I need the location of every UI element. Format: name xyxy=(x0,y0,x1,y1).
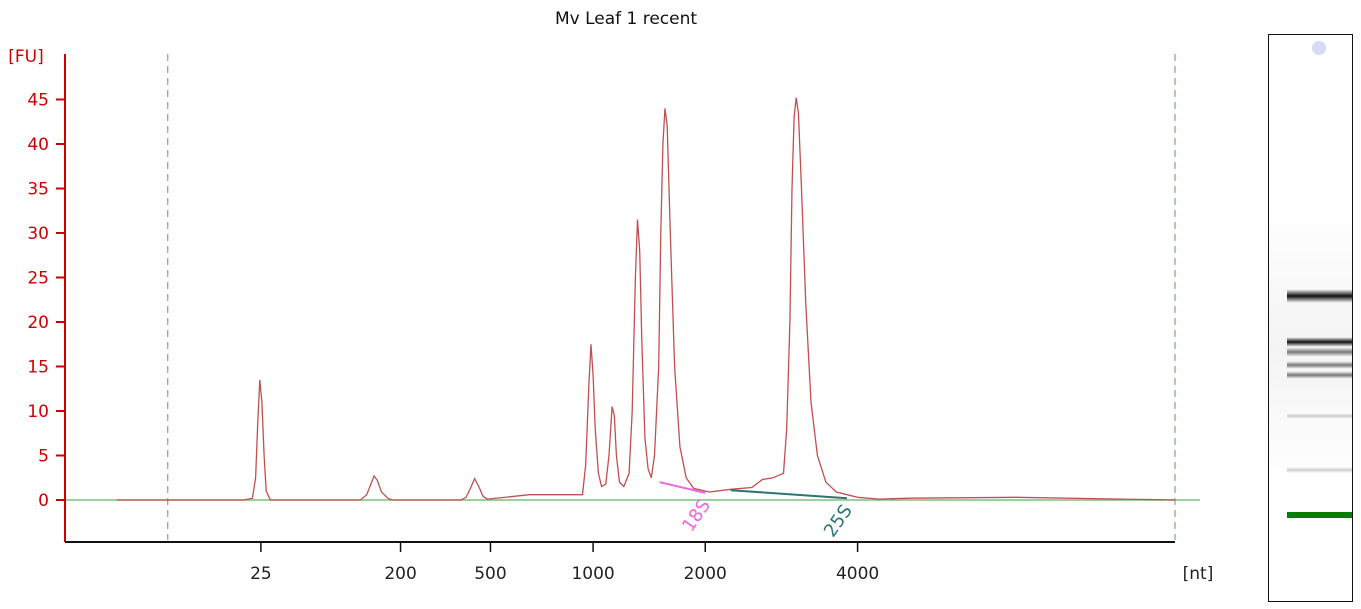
y-tick-label: 40 xyxy=(27,135,49,155)
gel-lane xyxy=(1269,35,1352,601)
gel-band xyxy=(1287,361,1352,369)
y-tick-label: 30 xyxy=(27,224,49,244)
gel-lane-background xyxy=(1269,35,1352,601)
y-tick-label: 20 xyxy=(27,313,49,333)
series-trace-1 xyxy=(117,97,1176,501)
gel-band xyxy=(1287,467,1352,473)
gel-band xyxy=(1287,413,1352,419)
y-tick-label: 25 xyxy=(27,269,49,289)
gel-band xyxy=(1287,337,1352,347)
annotation-label-25S: 25S xyxy=(820,501,857,541)
x-tick-label: 200 xyxy=(384,564,416,584)
gel-band xyxy=(1287,289,1352,303)
y-tick-label: 45 xyxy=(27,91,49,111)
y-axis-unit-label: [FU] xyxy=(8,47,44,67)
y-tick-label: 15 xyxy=(27,358,49,378)
y-tick-label: 5 xyxy=(38,447,49,467)
x-tick-label: 1000 xyxy=(571,564,614,584)
gel-lane-image xyxy=(1268,34,1353,602)
y-axis-ticks: 0 5 10 15 20 25 30 35 40 45 xyxy=(27,91,65,511)
annotation-label-18S: 18S xyxy=(678,496,715,536)
x-tick-label: 2000 xyxy=(684,564,727,584)
y-tick-label: 35 xyxy=(27,180,49,200)
peak-annotations: 18S 25S xyxy=(659,481,857,541)
y-tick-label: 0 xyxy=(38,491,49,511)
y-tick-label: 10 xyxy=(27,402,49,422)
gel-marker-band xyxy=(1287,512,1352,518)
gel-band xyxy=(1287,347,1352,357)
series-layer xyxy=(117,97,1176,501)
annotation-line-18S xyxy=(659,481,706,494)
gel-well-spot xyxy=(1312,41,1326,55)
x-axis-unit-label: [nt] xyxy=(1183,564,1214,584)
chart-title: Mv Leaf 1 recent xyxy=(555,9,697,29)
x-tick-label: 4000 xyxy=(836,564,879,584)
x-axis-ticks: 25 200 500 1000 2000 4000 xyxy=(250,542,879,584)
x-tick-label: 25 xyxy=(250,564,272,584)
x-tick-label: 500 xyxy=(474,564,506,584)
annotation-line-25S xyxy=(730,489,848,500)
gel-band xyxy=(1287,371,1352,379)
size-markers xyxy=(167,54,1176,540)
